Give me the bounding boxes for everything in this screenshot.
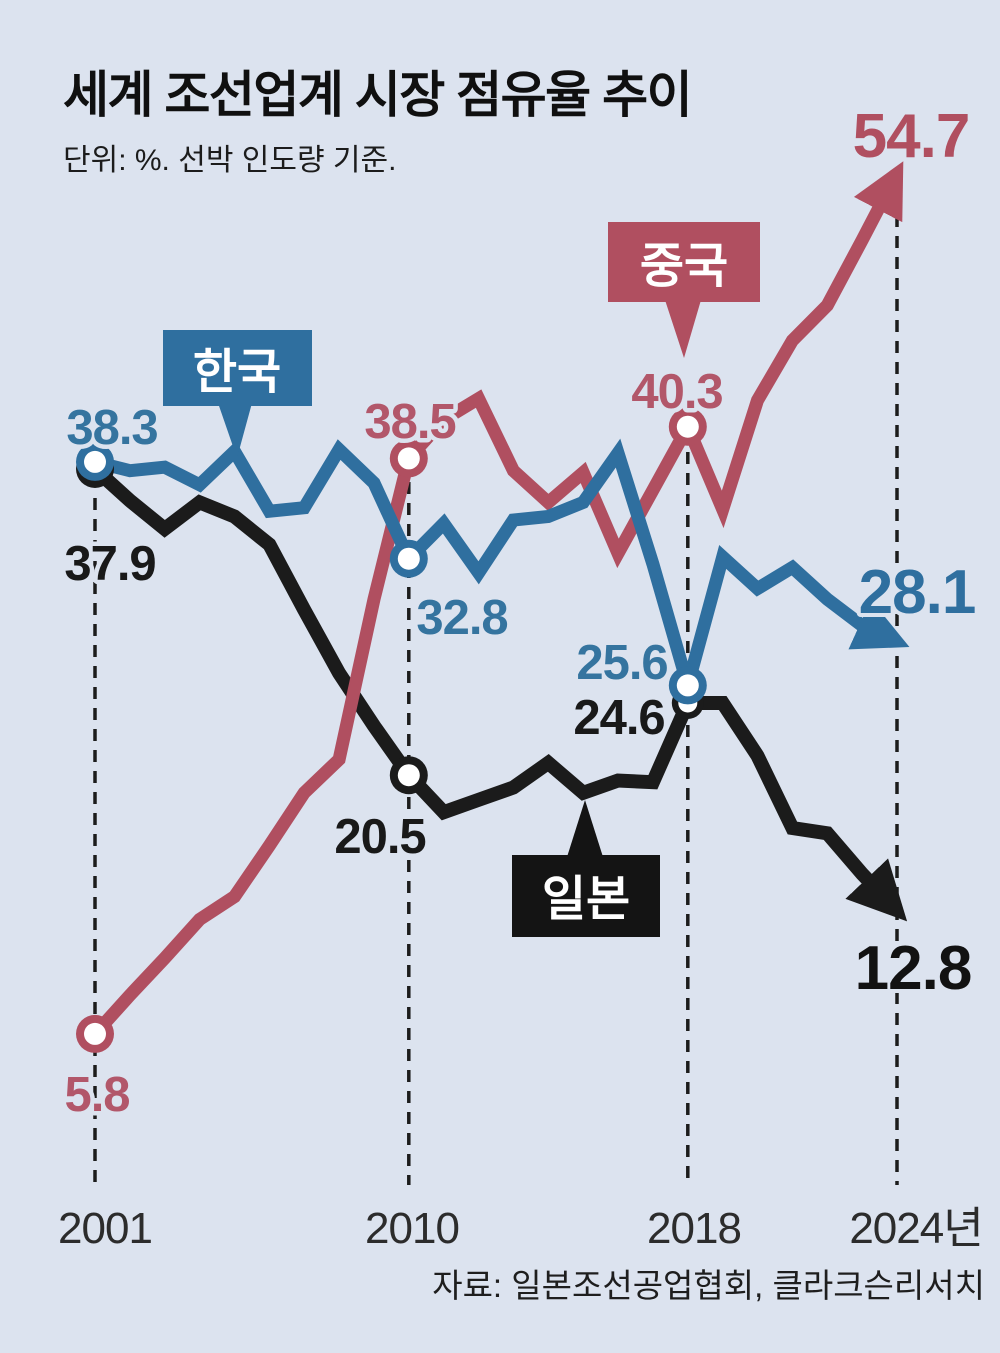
japan-2018-value: 24.6 bbox=[573, 691, 664, 745]
korea-2018-value: 25.6 bbox=[576, 636, 667, 690]
china-tag-box bbox=[608, 222, 760, 302]
korea-2024-value: 28.1 bbox=[859, 558, 976, 627]
china-2024-value: 54.7 bbox=[853, 102, 970, 171]
china-2010-value: 38.5 bbox=[364, 395, 455, 449]
korea-2010-value: 32.8 bbox=[416, 591, 507, 645]
china-tag-pointer bbox=[665, 300, 701, 358]
korea-tag-box bbox=[163, 330, 312, 406]
china-line bbox=[90, 161, 904, 1039]
korea-2001-value: 38.3 bbox=[66, 401, 157, 455]
japan-2001-value: 37.9 bbox=[64, 537, 155, 591]
korea-series-tag: 한국 bbox=[163, 330, 312, 458]
korea-tag-pointer bbox=[218, 403, 252, 458]
x-tick-2024: 2024년 bbox=[849, 1204, 982, 1253]
data-point-marker bbox=[676, 674, 699, 697]
anchor-markers bbox=[76, 407, 707, 1053]
x-tick-2010: 2010 bbox=[365, 1204, 459, 1253]
x-tick-2001: 2001 bbox=[58, 1204, 152, 1253]
data-point-marker bbox=[84, 1022, 106, 1045]
japan-line bbox=[90, 463, 908, 922]
korea-tag-label: 한국 bbox=[193, 346, 281, 399]
china-series-tag: 중국 bbox=[608, 222, 760, 358]
japan-2024-value: 12.8 bbox=[855, 934, 972, 1003]
korea-line bbox=[93, 438, 910, 710]
japan-tag-pointer bbox=[567, 800, 603, 857]
x-tick-2018: 2018 bbox=[647, 1204, 741, 1253]
china-2018-value: 40.3 bbox=[631, 365, 722, 419]
china-2001-value: 5.8 bbox=[64, 1068, 129, 1122]
japan-2010-value: 20.5 bbox=[334, 810, 425, 864]
page-title: 세계 조선업계 시장 점유율 추이 bbox=[63, 67, 691, 123]
data-point-marker bbox=[676, 415, 699, 438]
japan-series-tag: 일본 bbox=[512, 800, 660, 937]
china-tag-label: 중국 bbox=[640, 240, 728, 293]
source-credit: 자료: 일본조선공업협회, 클라크슨리서치 bbox=[432, 1267, 985, 1304]
data-point-marker bbox=[397, 447, 420, 470]
data-point-marker bbox=[84, 450, 106, 473]
japan-tag-box bbox=[512, 855, 660, 937]
data-point-marker bbox=[397, 764, 420, 787]
page-subtitle: 단위: %. 선박 인도량 기준. bbox=[63, 144, 396, 177]
data-point-marker bbox=[397, 547, 420, 570]
japan-tag-label: 일본 bbox=[542, 873, 630, 926]
